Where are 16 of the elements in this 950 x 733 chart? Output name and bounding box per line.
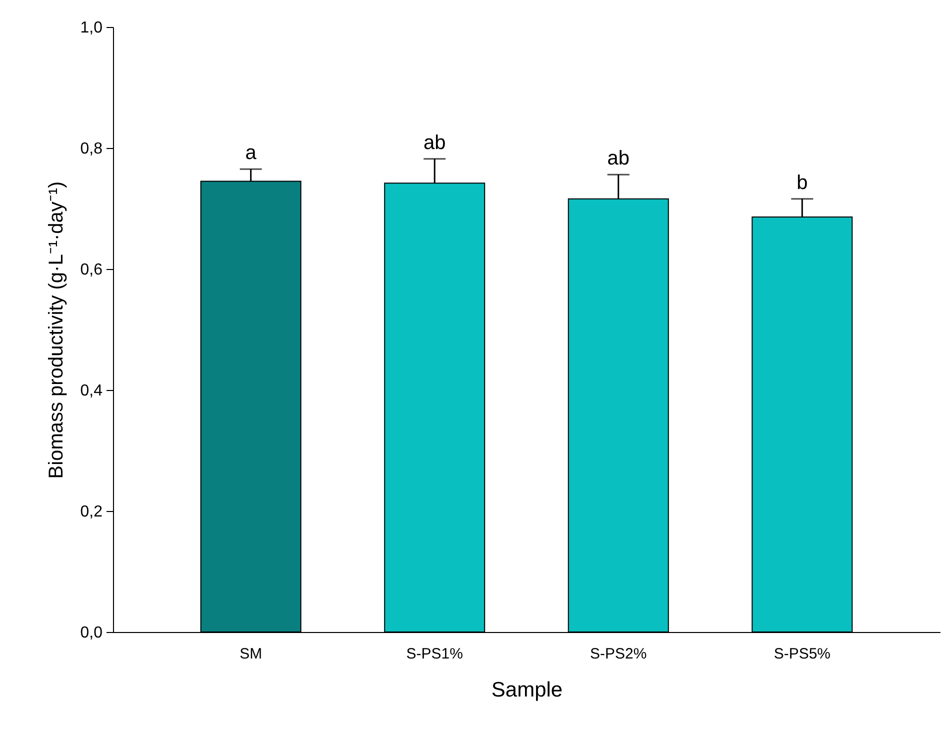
x-tick-label: S-PS5% (774, 646, 831, 662)
y-tick-label: 0,4 (80, 382, 103, 400)
x-axis-title: Sample (491, 678, 563, 702)
annotation: ab (607, 148, 630, 170)
annotation: b (796, 172, 808, 194)
y-axis-title: Biomass productivity (g·L⁻¹·day⁻¹) (45, 181, 68, 479)
annotation: a (245, 142, 258, 164)
annotation: ab (423, 132, 446, 154)
y-tick-label: 0,8 (80, 140, 103, 158)
y-tick-label: 0,6 (80, 262, 103, 278)
x-tick-label: S-PS2% (590, 646, 647, 662)
x-tick-label: S-PS1% (406, 646, 463, 662)
y-tick-label: 1,0 (80, 20, 103, 36)
y-tick-label: 0,0 (80, 624, 103, 642)
x-tick-label: SM (240, 646, 262, 662)
y-tick-label: 0,2 (80, 504, 103, 520)
